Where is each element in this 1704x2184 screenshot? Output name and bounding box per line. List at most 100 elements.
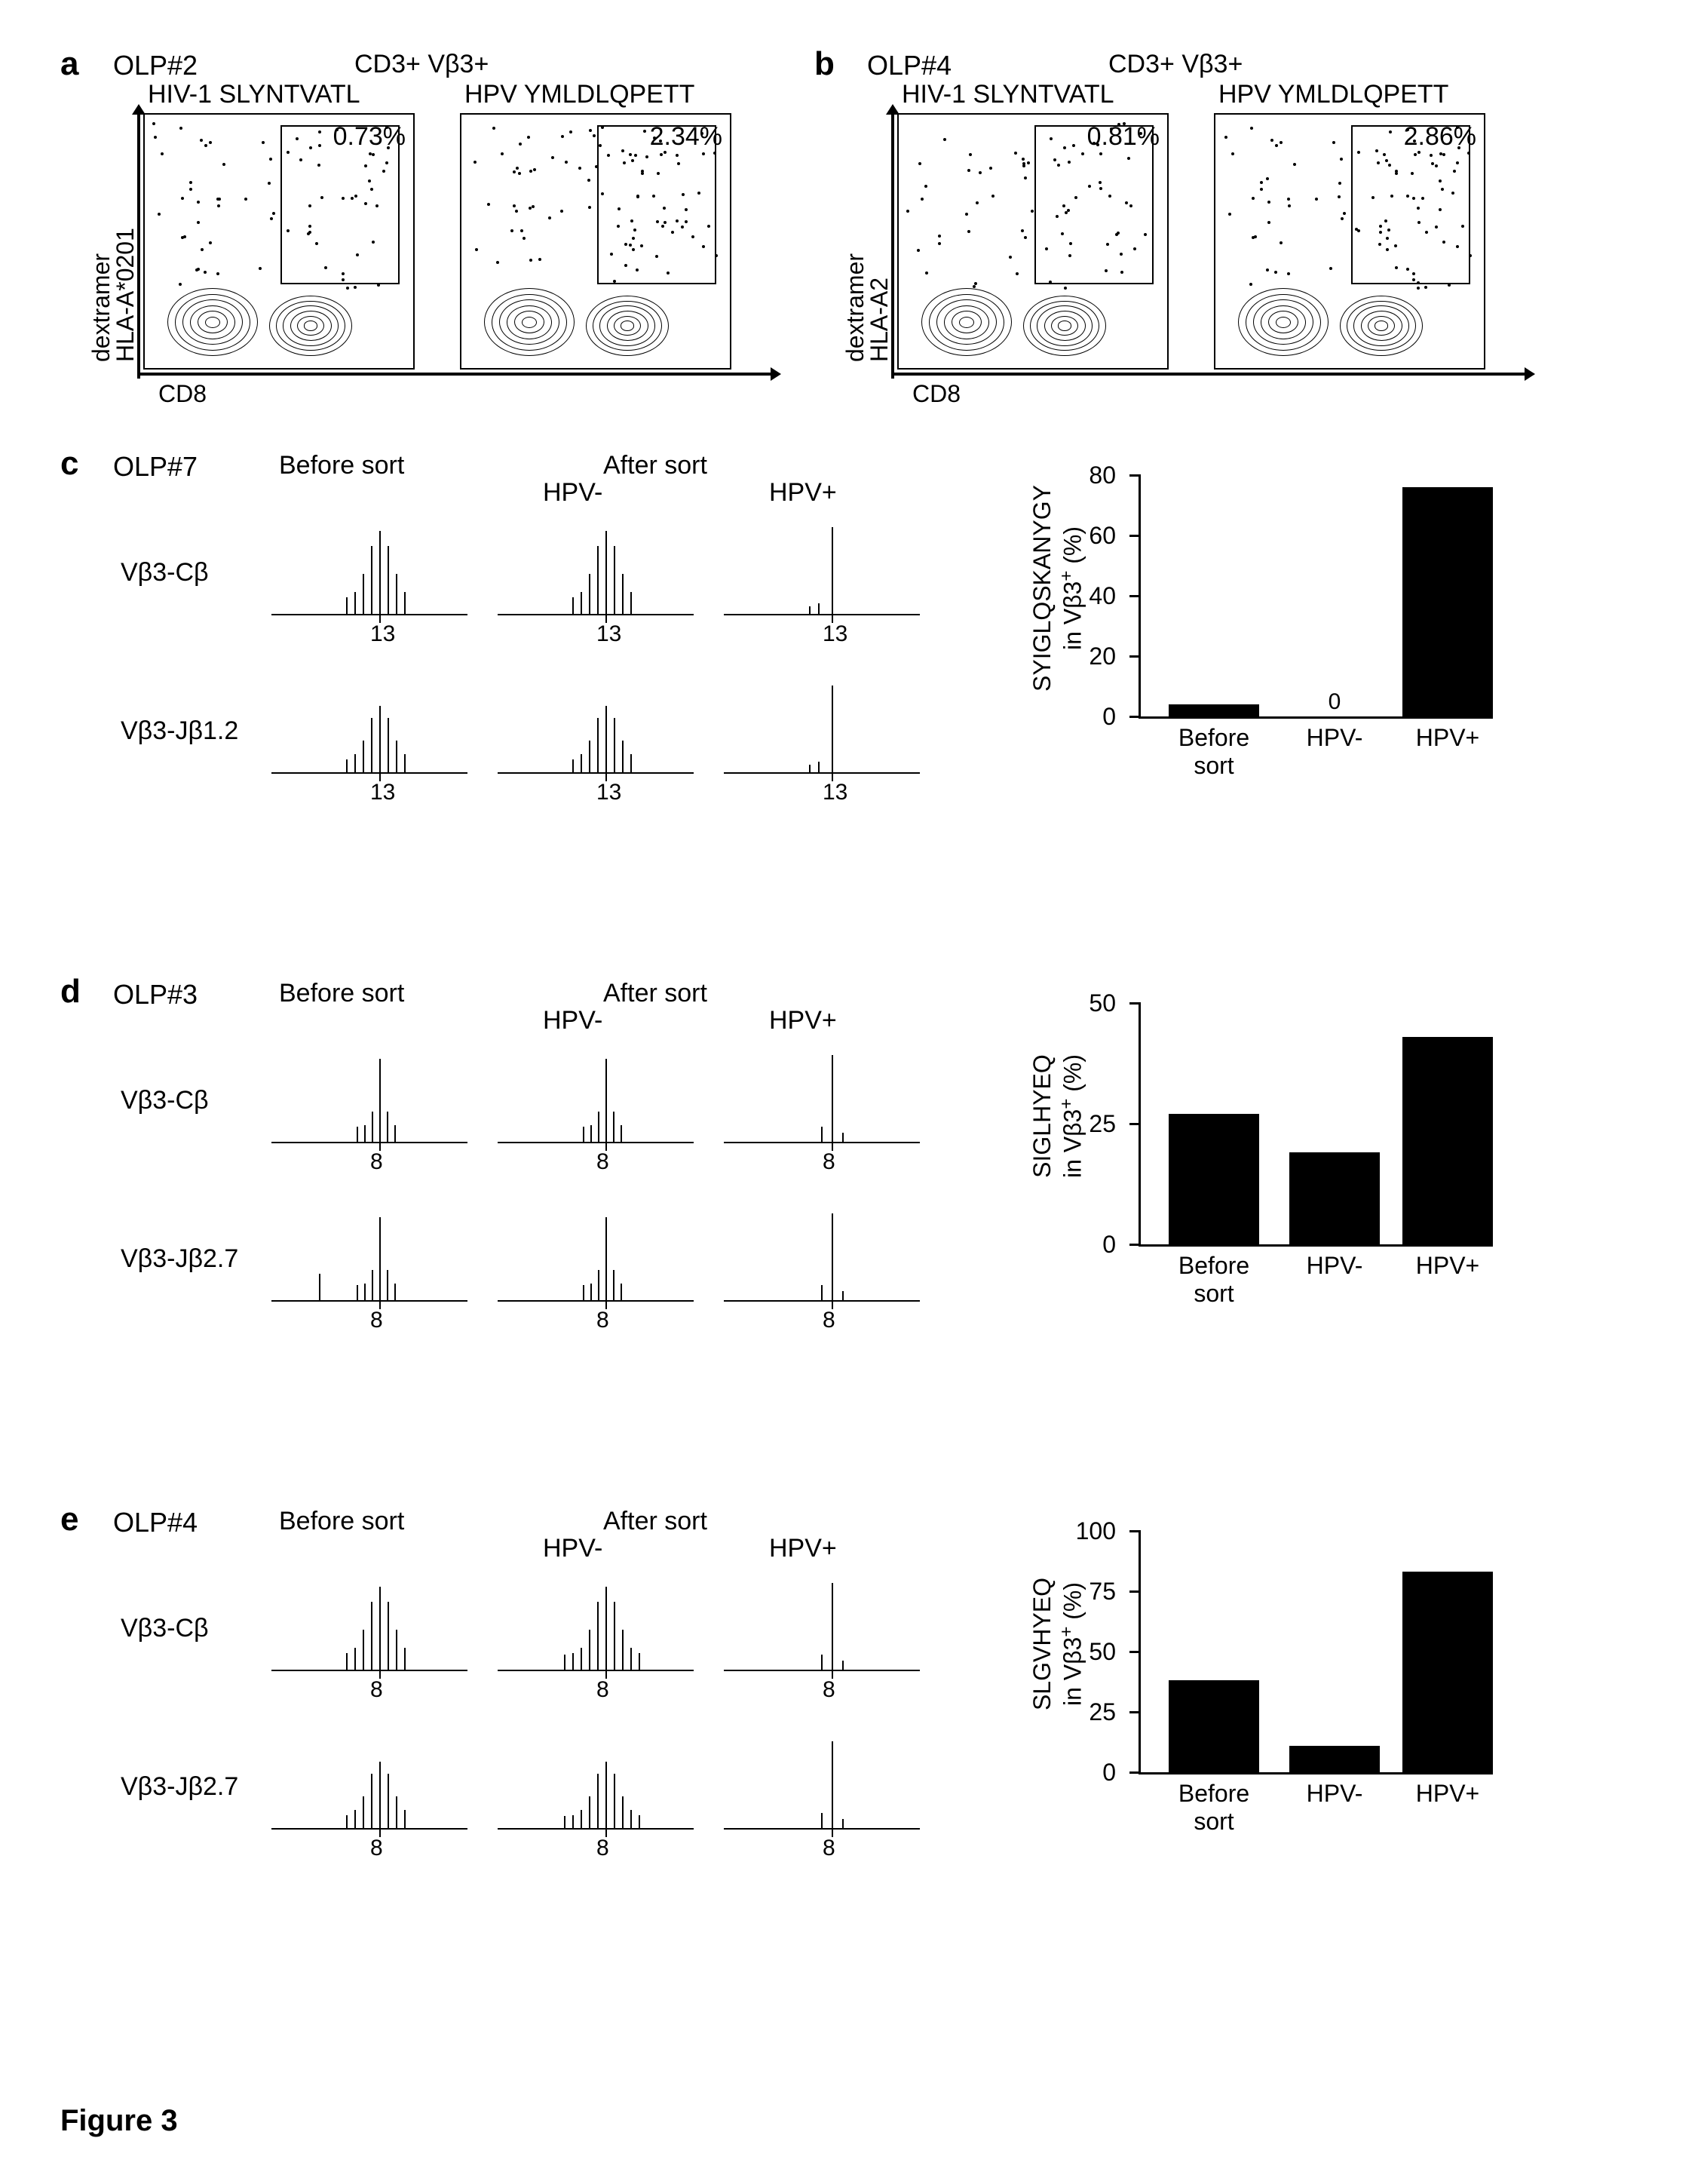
spectra-peak [614,1774,615,1828]
spectra-baseline [498,1670,694,1671]
spectra-peak [597,1774,599,1828]
bar-ytick [1129,1530,1141,1532]
spectra-tick-label: 13 [596,780,621,805]
col-header-after-sort: After sort [603,451,707,480]
bar-x-axis [1139,1772,1493,1774]
x-axis-label: CD8 [158,380,207,408]
spectra-baseline [724,772,920,774]
spectra-peak [581,1648,582,1670]
spectra-baseline [498,1142,694,1143]
spectra-peak [564,1655,565,1670]
spectra-peak [614,718,615,772]
y-axis-arrow [137,115,140,379]
bar [1169,704,1259,716]
olp-label: OLP#2 [113,50,198,81]
spectra-peak [605,1762,607,1828]
spectra-peak [364,1125,366,1142]
spectra-peak [630,754,632,772]
spectra-peak [572,597,574,614]
spectra-tick-label: 8 [596,1149,609,1175]
spectra-peak [832,1055,833,1142]
spectratype-plot: 8 [724,1584,920,1689]
track-label: Vβ3-Cβ [121,558,209,587]
bar-x-axis [1139,716,1493,719]
spectra-peak [371,1602,372,1670]
spectra-tick-label: 13 [370,780,395,805]
spectra-peak [639,1653,640,1670]
spectra-peak [605,1217,607,1300]
bar-ytick [1129,1651,1141,1653]
spectra-baseline [724,1142,920,1143]
panel-label-c: c [60,445,78,483]
bar [1289,1152,1380,1244]
figure-caption: Figure 3 [60,2104,178,2138]
facs-plot-title: HPV YMLDLQPETT [1218,80,1448,109]
spectra-peak [605,1587,607,1670]
spectra-tick-label: 8 [596,1677,609,1703]
track-label: Vβ3-Jβ1.2 [121,716,238,746]
spectra-peak [357,1127,358,1142]
spectra-peak [613,1112,614,1142]
bar-ytick [1129,1123,1141,1125]
spectra-peak [388,1602,389,1670]
spectra-peak [371,1774,372,1828]
spectra-peak [842,1819,844,1828]
spectra-peak [404,754,406,772]
spectra-peak [396,1796,397,1828]
spectra-peak [605,1059,607,1142]
spectra-peak [621,1125,622,1142]
bar [1402,1572,1493,1772]
gate-percentage: 2.86% [1404,122,1476,152]
spectratype-plot: 8 [724,1742,920,1848]
spectra-peak [357,1285,358,1300]
bar-ytick [1129,474,1141,477]
olp-label: OLP#4 [867,50,952,81]
spectra-peak [379,1587,381,1670]
bar-category-label: HPV- [1282,1780,1387,1808]
spectra-tick-label: 8 [596,1836,609,1861]
bar-category-label: HPV+ [1395,1252,1500,1280]
spectra-tick-label: 8 [370,1836,383,1861]
spectra-peak [639,1815,640,1828]
bar-chart: 02550SIGLHYEQin Vβ3+ (%)BeforesortHPV-HP… [1040,988,1508,1312]
spectra-baseline [724,614,920,615]
spectra-peak [346,1653,348,1670]
track-label: Vβ3-Jβ2.7 [121,1772,238,1802]
spectra-baseline [498,614,694,615]
bar-ytick [1129,716,1141,718]
bar-category-label: Beforesort [1161,1780,1267,1836]
facs-plot: 0.73% [143,113,415,370]
bar-ytick [1129,1244,1141,1246]
spectra-tick-label: 13 [596,621,621,647]
spectra-peak [388,546,389,614]
spectra-peak [589,1796,590,1828]
spectra-peak [832,1741,833,1828]
spectra-peak [387,1270,388,1300]
spectra-peak [346,759,348,772]
bar-value-label: 0 [1289,689,1380,715]
spectratype-plot: 8 [724,1056,920,1161]
col-header-after-sort: After sort [603,1507,707,1536]
spectra-peak [842,1661,844,1670]
spectra-baseline [271,1828,467,1830]
spectratype-plot: 13 [498,528,694,633]
spectra-peak [394,1125,396,1142]
spectra-peak [589,1630,590,1670]
spectra-peak [583,1285,584,1300]
spectra-tick-label: 8 [823,1308,835,1333]
gate-percentage: 0.73% [333,122,406,152]
spectra-peak [379,1762,381,1828]
spectra-tick-label: 13 [823,780,847,805]
spectra-peak [388,1774,389,1828]
spectra-peak [396,574,397,614]
spectratype-plot: 13 [498,686,694,792]
bar-chart: 0255075100SLGVHYEQin Vβ3+ (%)BeforesortH… [1040,1516,1508,1840]
bar-category-label: HPV- [1282,724,1387,752]
spectra-peak [590,1284,592,1300]
bar-chart: 020406080SYIGLQSKANYGYin Vβ3+ (%)Befores… [1040,460,1508,784]
bar [1402,487,1493,716]
spectra-peak [842,1291,844,1300]
spectra-peak [590,1125,592,1142]
spectratype-plot: 8 [271,1056,467,1161]
bar-y-label: SIGLHYEQin Vβ3+ (%) [1028,995,1087,1237]
